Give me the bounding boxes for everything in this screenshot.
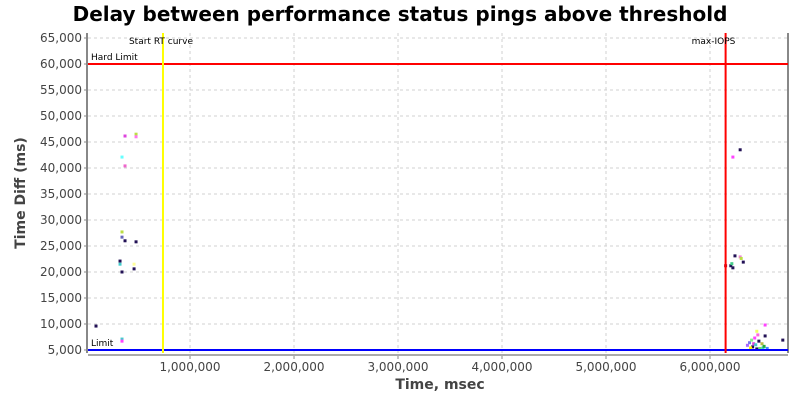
- data-point: [731, 155, 735, 159]
- data-point: [752, 342, 756, 346]
- y-tick-label: 45,000: [40, 135, 82, 149]
- data-point: [763, 323, 767, 327]
- data-point: [761, 346, 765, 350]
- data-point: [749, 346, 753, 350]
- data-point: [118, 262, 122, 266]
- data-point: [758, 346, 762, 350]
- y-tick-label: 55,000: [40, 83, 82, 97]
- data-point: [731, 266, 735, 270]
- x-tick-label: 4,000,000: [471, 360, 532, 374]
- x-tick-label: 5,000,000: [575, 360, 636, 374]
- data-point: [757, 339, 761, 343]
- threshold-label: Hard Limit: [91, 53, 138, 63]
- data-point: [132, 262, 136, 266]
- data-point: [120, 235, 124, 239]
- y-tick-label: 5,000: [48, 343, 82, 357]
- data-point: [753, 336, 757, 340]
- data-point: [132, 267, 136, 271]
- data-point: [755, 329, 759, 333]
- data-point: [741, 260, 745, 264]
- data-point: [120, 337, 124, 341]
- chart-title: Delay between performance status pings a…: [73, 2, 728, 26]
- data-point: [120, 270, 124, 274]
- data-point: [94, 324, 98, 328]
- x-tick-label: 3,000,000: [367, 360, 428, 374]
- data-point: [755, 347, 759, 351]
- data-point: [118, 259, 122, 263]
- data-point: [762, 344, 766, 348]
- data-point: [123, 164, 127, 168]
- data-point: [754, 343, 758, 347]
- y-tick-label: 60,000: [40, 57, 82, 71]
- y-tick-label: 30,000: [40, 213, 82, 227]
- x-axis-label: Time, msec: [395, 377, 484, 393]
- data-point: [120, 155, 124, 159]
- data-point: [763, 334, 767, 338]
- data-point: [781, 338, 785, 342]
- data-point: [756, 333, 760, 337]
- y-tick-label: 65,000: [40, 31, 82, 45]
- data-point: [745, 343, 749, 347]
- data-point: [760, 342, 764, 346]
- data-point: [123, 239, 127, 243]
- data-point: [120, 339, 124, 343]
- data-point: [739, 256, 743, 260]
- marker-label: Start RT curve: [129, 37, 193, 47]
- data-point: [738, 255, 742, 259]
- data-point: [120, 230, 124, 234]
- data-point: [738, 148, 742, 152]
- data-point: [750, 338, 754, 342]
- y-tick-label: 10,000: [40, 317, 82, 331]
- x-tick-label: 6,000,000: [679, 360, 740, 374]
- data-point: [729, 264, 733, 268]
- marker-label: max-IOPS: [692, 37, 736, 47]
- data-point: [134, 132, 138, 136]
- data-point: [733, 254, 737, 258]
- threshold-label: Limit: [91, 339, 114, 349]
- data-point: [765, 346, 769, 350]
- y-tick-label: 50,000: [40, 109, 82, 123]
- y-tick-label: 25,000: [40, 239, 82, 253]
- data-point: [730, 262, 734, 266]
- y-tick-label: 35,000: [40, 187, 82, 201]
- x-tick-label: 2,000,000: [263, 360, 324, 374]
- y-tick-label: 40,000: [40, 161, 82, 175]
- data-point: [134, 135, 138, 139]
- y-axis-label: Time Diff (ms): [13, 137, 29, 249]
- y-tick-label: 20,000: [40, 265, 82, 279]
- data-point: [751, 345, 755, 349]
- plot-area: [88, 33, 788, 353]
- x-tick-label: 1,000,000: [159, 360, 220, 374]
- data-point: [748, 341, 752, 345]
- data-point: [123, 134, 127, 138]
- y-tick-label: 15,000: [40, 291, 82, 305]
- data-point: [134, 240, 138, 244]
